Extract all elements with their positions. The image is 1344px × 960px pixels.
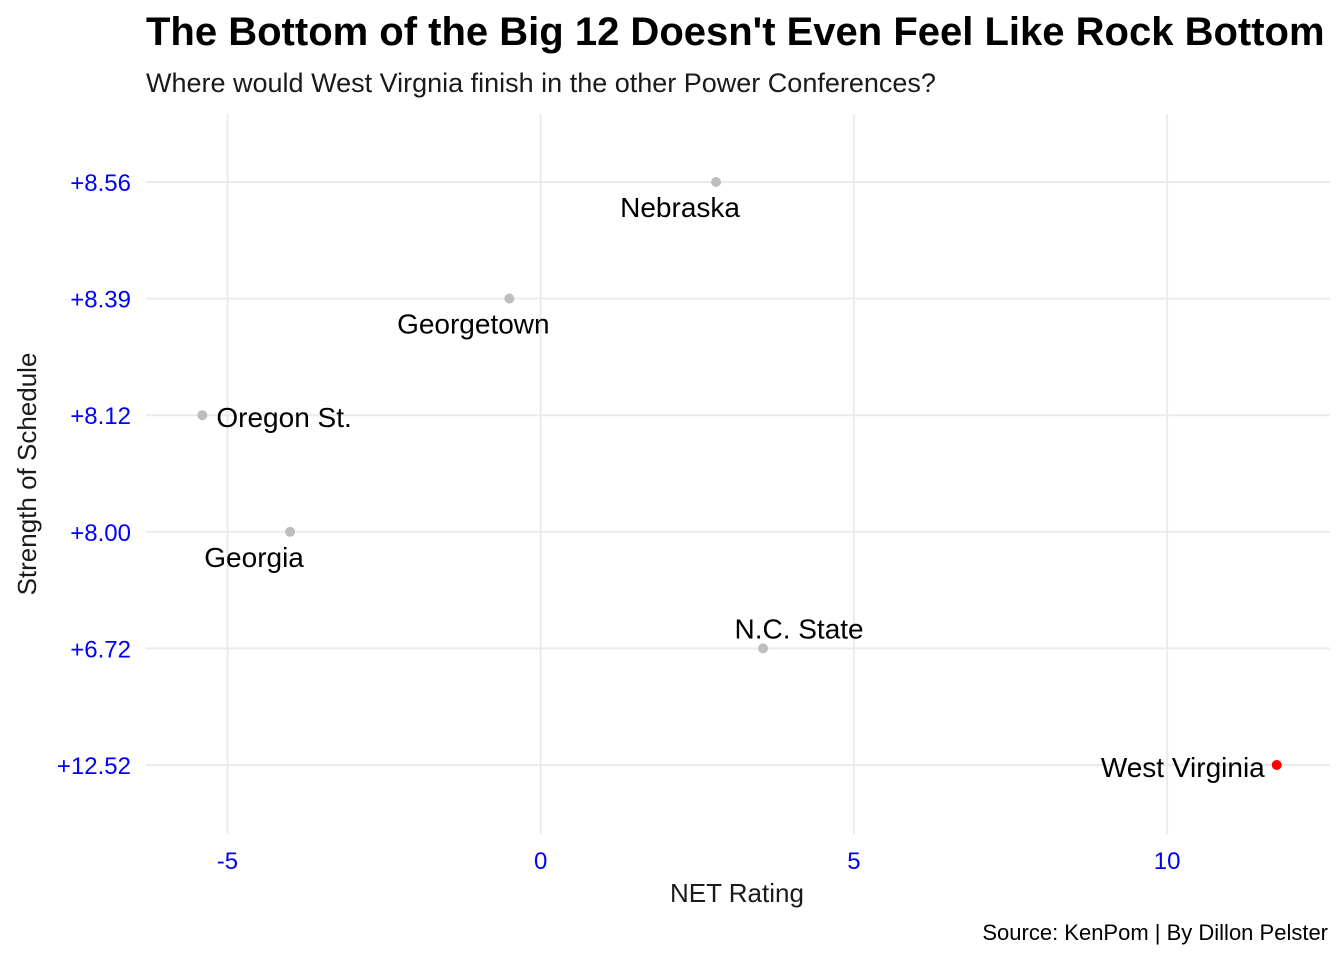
y-axis-title: Strength of Schedule [12, 353, 42, 596]
point-label: Georgetown [397, 309, 550, 340]
y-tick-label: +8.00 [70, 520, 131, 547]
x-tick-label: -5 [217, 848, 238, 875]
data-point [504, 293, 515, 304]
point-label: Oregon St. [216, 402, 351, 433]
data-point [285, 526, 296, 537]
point-label: Nebraska [620, 192, 740, 223]
x-tick-label: 5 [847, 848, 860, 875]
x-axis-title: NET Rating [670, 878, 804, 908]
point-label: West Virginia [1101, 752, 1265, 783]
data-point [197, 410, 208, 421]
y-tick-label: +8.12 [70, 403, 131, 430]
x-tick-label: 0 [534, 848, 547, 875]
ticks-layer: -5 0 5 10 +12.52 +6.72 +8.00 +8.12 +8.39 +8.56 [57, 170, 1181, 875]
y-tick-label: +12.52 [57, 753, 131, 780]
y-tick-label: +8.56 [70, 170, 131, 197]
points-layer [197, 177, 1282, 770]
grid-layer [146, 114, 1330, 834]
data-point [758, 643, 769, 654]
labels-layer: Nebraska Georgetown Oregon St. Georgia N.C. … [204, 192, 1265, 783]
chart-title: The Bottom of the Big 12 Doesn't Even Fe… [146, 10, 1325, 54]
y-tick-label: +6.72 [70, 636, 131, 663]
chart-subtitle: Where would West Virgnia finish in the o… [146, 68, 936, 98]
point-label: N.C. State [734, 613, 863, 644]
y-tick-label: +8.39 [70, 287, 131, 314]
point-label: Georgia [204, 542, 304, 573]
x-tick-label: 10 [1154, 848, 1181, 875]
data-point [711, 177, 722, 187]
chart-caption: Source: KenPom | By Dillon Pelster [982, 920, 1328, 945]
data-point [1271, 760, 1282, 770]
